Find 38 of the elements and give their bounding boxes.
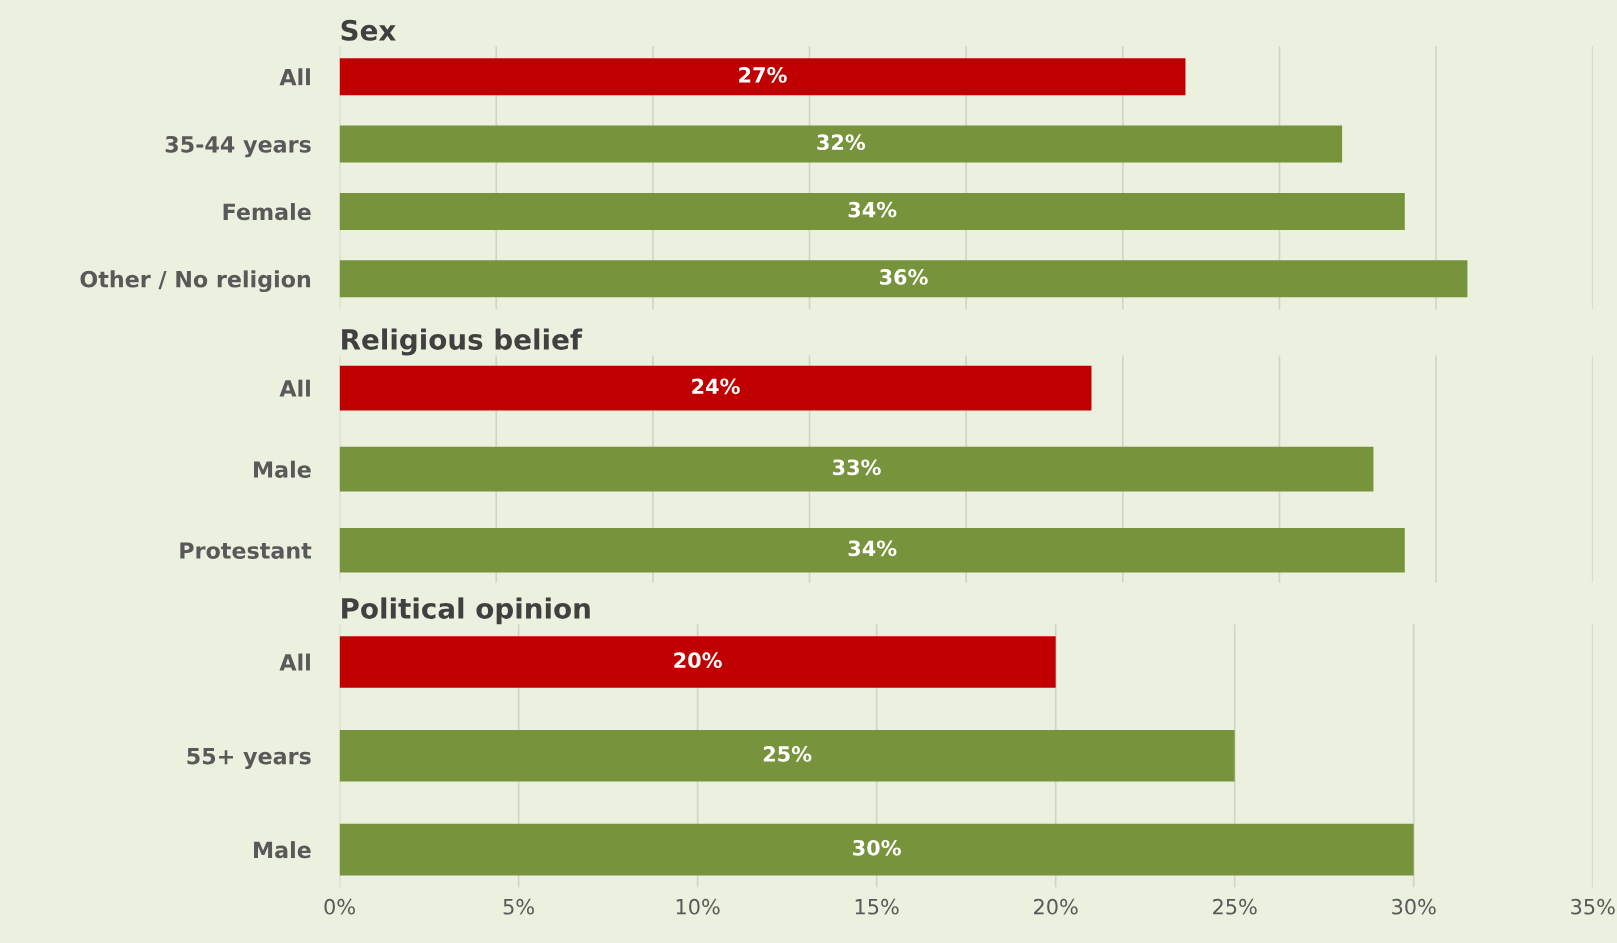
x-tick-label: 10% (676, 898, 720, 915)
data-label: 20% (674, 652, 722, 669)
y-tick-label: All (279, 68, 310, 86)
y-tick-label: Male (254, 841, 311, 859)
x-tick-label: 30% (1392, 898, 1436, 915)
data-label: 34% (848, 201, 897, 218)
y-tick-label: Protestant (180, 542, 312, 559)
x-tick-label: 5% (503, 898, 534, 915)
y-tick-label: Male (254, 460, 311, 478)
y-tick-label: 55+ years (187, 747, 311, 769)
y-tick-label: Female (223, 203, 311, 221)
data-label: 30% (853, 839, 901, 856)
bar (339, 730, 1235, 782)
x-tick-label: 20% (1034, 898, 1078, 915)
y-tick-label: All (279, 653, 310, 671)
data-label: 24% (692, 378, 740, 395)
bar (339, 125, 1343, 163)
x-tick-label: 25% (1213, 898, 1257, 915)
bar (339, 823, 1414, 876)
data-label: 25% (763, 746, 812, 762)
bar (339, 260, 1468, 298)
y-tick-label: 35-44 years (165, 135, 311, 158)
bar (339, 58, 1186, 96)
x-tick-label: 35% (1571, 898, 1615, 915)
y-tick-label: Other / No religion (80, 270, 311, 293)
data-label: 36% (879, 269, 928, 285)
data-label: 27% (739, 66, 787, 83)
data-label: 34% (848, 540, 897, 557)
bar (339, 636, 1056, 688)
chart-title: Political opinion (342, 597, 590, 625)
y-tick-label: All (279, 379, 310, 397)
data-label: 33% (832, 459, 881, 476)
x-tick-label: 15% (855, 898, 899, 915)
data-label: 32% (817, 134, 866, 151)
chart-title: Religious belief (342, 328, 583, 356)
x-tick-label: 0% (324, 898, 355, 915)
chart-title: Sex (341, 19, 396, 41)
bar (339, 192, 1405, 230)
